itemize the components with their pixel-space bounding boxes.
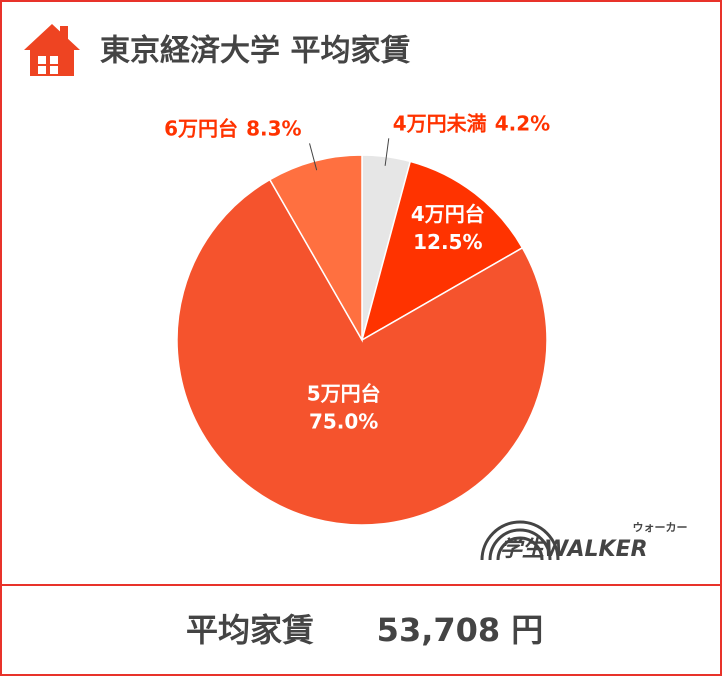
logo: 学生WALKER ウォーカー: [480, 520, 688, 562]
logo-ruby: ウォーカー: [633, 521, 688, 534]
logo-text: 学生WALKER: [500, 536, 648, 562]
leader-line: [309, 143, 318, 171]
slice-value: 8.3%: [246, 116, 301, 140]
slice-value: 12.5%: [413, 230, 482, 254]
slice: [360, 160, 524, 342]
chart-title: 東京経済大学 平均家賃: [100, 34, 410, 69]
outer-label: 4万円未満 4.2%: [393, 111, 550, 135]
slice-label: 5万円台: [307, 381, 381, 405]
slice-label: 6万円台: [164, 116, 238, 140]
slice-label: 4万円未満: [393, 111, 487, 135]
pie: 4万円未満 4.2% 4万円台 12.5% 5万円台 75.0% 6万円台 8.3%: [164, 111, 550, 526]
footer-label: 平均家賃: [186, 611, 314, 649]
footer-value: 53,708 円: [377, 611, 544, 649]
leader-line: [384, 138, 390, 166]
slice-label: 4万円台: [411, 202, 485, 226]
slice-value: 75.0%: [309, 409, 378, 433]
slice-value: 4.2%: [495, 111, 550, 135]
outer-label: 6万円台 8.3%: [164, 116, 301, 140]
slice: [176, 178, 548, 526]
house-icon: [24, 24, 80, 76]
